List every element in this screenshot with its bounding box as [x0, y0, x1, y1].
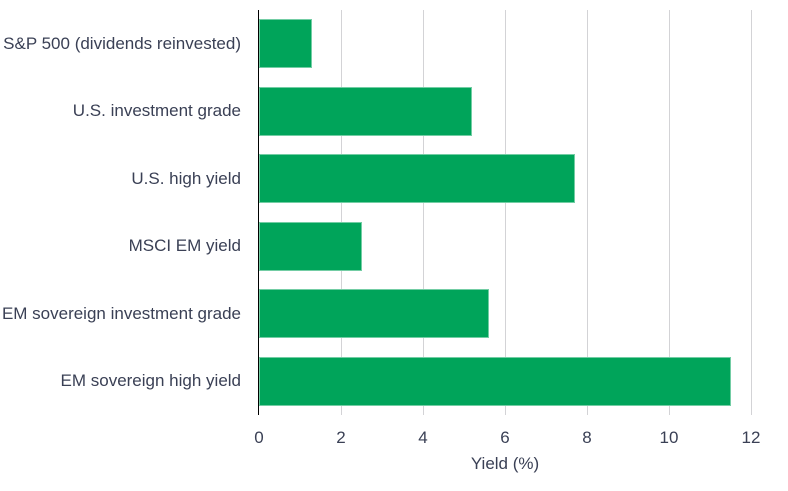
x-tick-label: 8 [582, 428, 592, 447]
gridline [668, 10, 670, 415]
gridline [586, 10, 588, 415]
x-tick-label: 12 [741, 428, 761, 447]
x-tick-label: 0 [254, 428, 264, 447]
x-tick-label: 10 [659, 428, 679, 447]
gridline [750, 10, 752, 415]
bar [259, 356, 731, 406]
category-label: U.S. investment grade [72, 101, 241, 121]
bar [259, 221, 362, 271]
x-axis-label: Yield (%) [470, 454, 540, 473]
category-label: EM sovereign high yield [60, 371, 241, 391]
gridline [504, 10, 506, 415]
gridline [422, 10, 424, 415]
x-tick-label: 2 [336, 428, 346, 447]
category-label: U.S. high yield [131, 168, 241, 188]
y-axis-line [257, 10, 259, 415]
category-label: EM sovereign investment grade [1, 303, 241, 323]
bar [259, 86, 473, 136]
category-label: MSCI EM yield [128, 236, 241, 256]
bar [259, 154, 575, 204]
category-labels: S&P 500 (dividends reinvested) U.S. inves… [0, 10, 241, 415]
gridline [340, 10, 342, 415]
bar [259, 289, 489, 339]
x-tick-label: 4 [418, 428, 428, 447]
x-axis-tick-labels: 0 2 4 6 8 10 12 [254, 427, 760, 449]
bar [259, 19, 313, 69]
category-label: S&P 500 (dividends reinvested) [3, 33, 241, 53]
plot-area [257, 10, 752, 415]
x-tick-label: 6 [500, 428, 510, 447]
